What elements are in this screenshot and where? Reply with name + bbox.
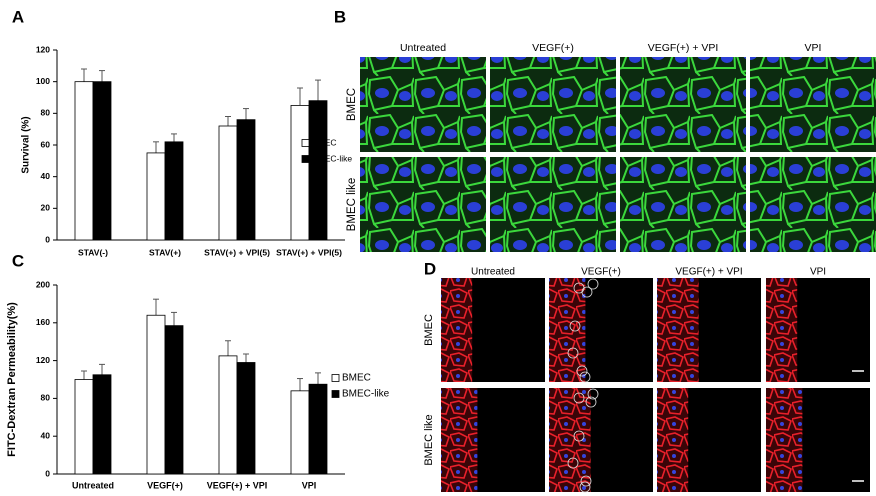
marker-circle bbox=[576, 365, 588, 377]
bar bbox=[146, 314, 166, 475]
y-tick-label: 0 bbox=[45, 468, 50, 478]
x-tick-label: STAV(-) bbox=[78, 247, 108, 257]
marker-circle bbox=[585, 396, 597, 408]
x-tick-label: STAV(+) bbox=[149, 247, 181, 257]
legend-label: BMEC bbox=[312, 137, 337, 147]
y-tick-label: 120 bbox=[36, 44, 50, 54]
legend-label: BMEC-like bbox=[312, 153, 352, 163]
marker-circle bbox=[587, 278, 599, 290]
y-tick-label: 0 bbox=[45, 234, 50, 244]
legend-label: BMEC bbox=[342, 373, 371, 384]
marker-circle bbox=[567, 457, 579, 469]
row-label: BMEC bbox=[423, 314, 435, 346]
marker-circle bbox=[567, 347, 579, 359]
tissue-stain bbox=[441, 278, 473, 382]
tissue-stain bbox=[657, 278, 699, 382]
legend-swatch bbox=[301, 139, 310, 147]
bar bbox=[74, 81, 94, 241]
marker-circle bbox=[573, 392, 585, 404]
bar bbox=[74, 379, 94, 475]
scale-bar-label: 100 μm bbox=[850, 484, 867, 490]
bar bbox=[236, 119, 256, 241]
micrograph bbox=[490, 157, 616, 252]
bar bbox=[164, 141, 184, 241]
panel-letter: A bbox=[12, 7, 24, 26]
row-label: BMEC like bbox=[423, 414, 435, 465]
column-label: VPI bbox=[810, 267, 826, 278]
column-label: VEGF(+) bbox=[581, 267, 621, 278]
column-label: VEGF(+) + VPI bbox=[675, 267, 742, 278]
bar bbox=[236, 362, 256, 475]
legend-label: BMEC-like bbox=[342, 389, 390, 400]
legend-swatch bbox=[301, 155, 310, 163]
legend-swatch bbox=[331, 390, 340, 398]
tissue-stain bbox=[549, 278, 586, 382]
tissue-stain bbox=[766, 388, 803, 492]
bar bbox=[290, 390, 310, 475]
tissue-stain bbox=[766, 278, 798, 382]
marker-circle bbox=[581, 286, 593, 298]
y-tick-label: 80 bbox=[41, 393, 51, 403]
legend-swatch bbox=[331, 374, 340, 382]
micrograph bbox=[490, 57, 616, 152]
bar bbox=[308, 383, 328, 475]
marker-circle bbox=[569, 320, 581, 332]
marker-circle bbox=[579, 481, 591, 493]
bar bbox=[92, 81, 112, 241]
bar bbox=[92, 374, 112, 475]
marker-circle bbox=[573, 430, 585, 442]
y-tick-label: 100 bbox=[36, 76, 50, 86]
marker-circle bbox=[580, 475, 592, 487]
column-label: VPI bbox=[805, 42, 822, 54]
y-tick-label: 200 bbox=[36, 279, 50, 289]
column-label: Untreated bbox=[400, 42, 446, 54]
tissue-stain bbox=[441, 388, 478, 492]
column-label: Untreated bbox=[471, 267, 515, 278]
micrograph bbox=[620, 157, 746, 252]
y-axis-label: Survival (%) bbox=[21, 116, 32, 173]
bar bbox=[146, 152, 166, 241]
column-label: VEGF(+) + VPI bbox=[648, 42, 719, 54]
y-tick-label: 80 bbox=[41, 108, 51, 118]
x-tick-label: VEGF(+) bbox=[147, 480, 183, 490]
bar bbox=[290, 105, 310, 241]
scale-bar-label: 100 μm bbox=[850, 374, 867, 380]
micrograph bbox=[750, 157, 876, 252]
tissue-stain bbox=[549, 388, 591, 492]
micrograph bbox=[360, 57, 486, 152]
bar bbox=[308, 100, 328, 241]
row-label: BMEC bbox=[346, 88, 358, 121]
x-tick-label: VEGF(+) + VPI bbox=[207, 480, 268, 490]
marker-circle bbox=[579, 371, 591, 383]
y-tick-label: 40 bbox=[41, 171, 51, 181]
panel-letter: C bbox=[12, 251, 24, 270]
panel-letter: B bbox=[334, 7, 346, 26]
micrograph bbox=[620, 57, 746, 152]
panel-letter: D bbox=[424, 259, 436, 278]
y-tick-label: 20 bbox=[41, 203, 51, 213]
x-tick-label: STAV(+) + VPI(5) bbox=[276, 247, 342, 257]
bar bbox=[218, 125, 238, 241]
x-tick-label: Untreated bbox=[72, 480, 114, 490]
tissue-stain bbox=[657, 388, 689, 492]
x-tick-label: STAV(+) + VPI(5) bbox=[204, 247, 270, 257]
marker-circle bbox=[587, 388, 599, 400]
column-label: VEGF(+) bbox=[532, 42, 574, 54]
y-tick-label: 160 bbox=[36, 317, 50, 327]
y-axis-label: FITC-Dextran Permeability(%) bbox=[6, 302, 18, 457]
bar bbox=[218, 355, 238, 475]
x-tick-label: VPI bbox=[302, 480, 317, 490]
y-tick-label: 60 bbox=[41, 139, 51, 149]
micrograph bbox=[750, 57, 876, 152]
micrograph bbox=[360, 157, 486, 252]
row-label: BMEC like bbox=[346, 178, 358, 232]
bar bbox=[164, 325, 184, 475]
y-tick-label: 120 bbox=[36, 355, 50, 365]
y-tick-label: 40 bbox=[41, 430, 51, 440]
